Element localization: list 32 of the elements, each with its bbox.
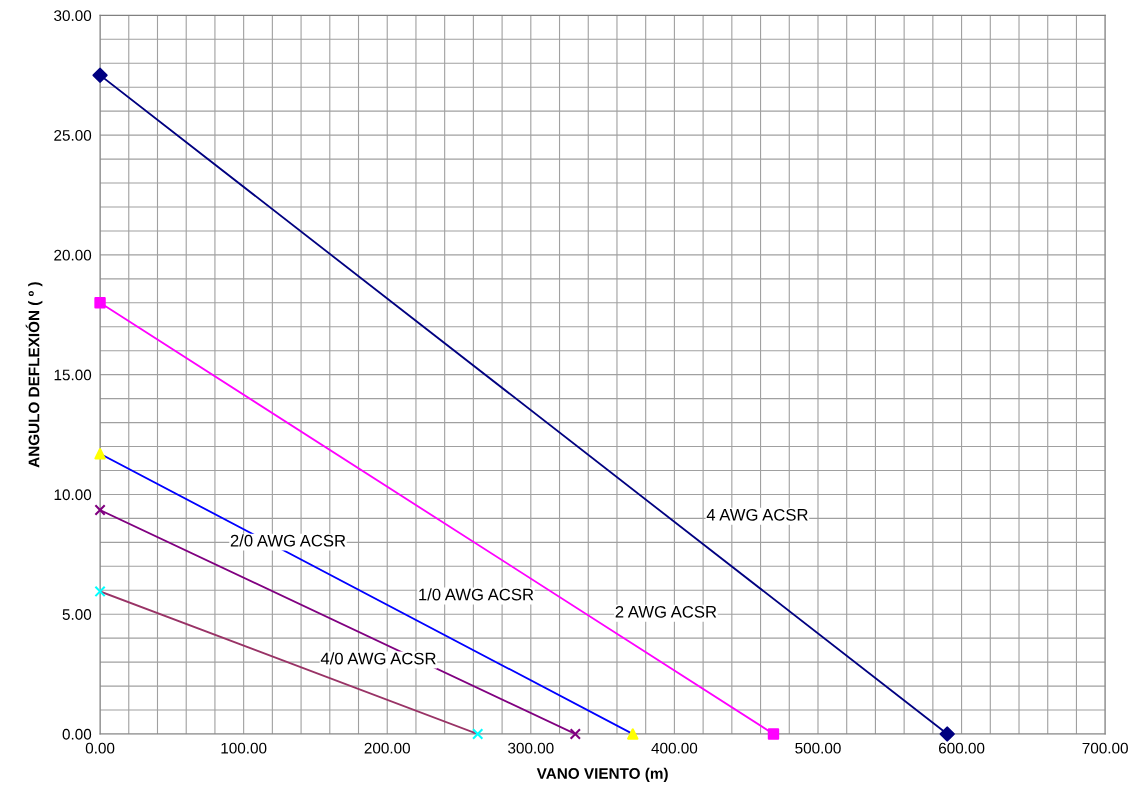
point (627, 728, 639, 740)
point (94, 448, 106, 460)
point (94, 504, 106, 516)
y-tick-label: 5.00 (62, 609, 92, 620)
point (767, 728, 780, 740)
point (569, 728, 582, 740)
y-tick-label: 0.00 (62, 728, 92, 740)
y-tick-label: 10.00 (54, 489, 92, 501)
point (94, 297, 106, 309)
point (94, 585, 106, 598)
x-tick-label: 300.00 (508, 742, 554, 754)
x-tick-label: 400.00 (651, 742, 698, 754)
y-tick-label: 25.00 (54, 129, 92, 141)
x-tick-label: 200.00 (364, 742, 410, 754)
x-tick-label: 700.00 (1082, 742, 1128, 754)
x-tick-label: 600.00 (938, 742, 985, 754)
x-tick-label: 500.00 (795, 742, 841, 754)
y-tick-label: 20.00 (54, 249, 92, 261)
x-tick-label: 100.00 (221, 742, 267, 754)
y-tick-label: 30.00 (54, 10, 92, 22)
point (471, 728, 484, 740)
annotation: 4/0 AWG ACSR (320, 652, 436, 665)
annotation: 1/0 AWG ACSR (419, 588, 534, 601)
point (92, 67, 108, 83)
annotation: 2 AWG ACSR (615, 605, 717, 618)
y-tick-label: 15.00 (54, 369, 92, 381)
point (939, 726, 955, 742)
annotation: 2/0 AWG ACSR (230, 534, 346, 547)
x-axis-title: VANO VIENTO (m) (536, 767, 668, 782)
x-tick-label: 0.00 (85, 742, 115, 754)
annotation: 4 AWG ACSR (706, 508, 808, 521)
y-axis-title: ANGULO DEFLEXIÓN ( º ) (25, 282, 43, 468)
